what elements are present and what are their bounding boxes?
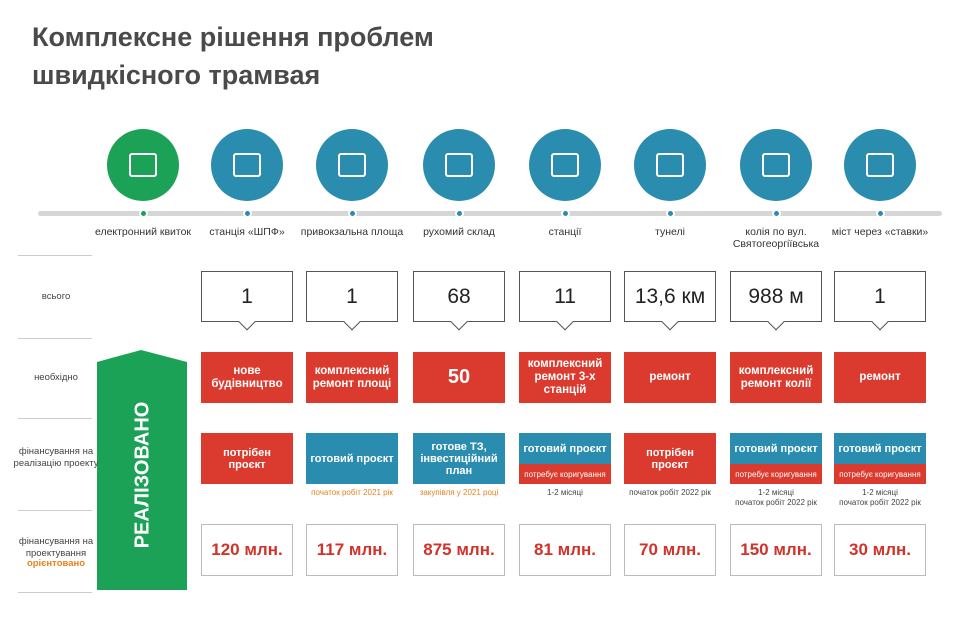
cost-box: 117 млн.	[306, 524, 398, 576]
funding-box: готовий проєкт потребує коригування	[834, 433, 926, 484]
funding-text: готовий проєкт	[734, 442, 818, 455]
timeline-dot	[455, 209, 464, 218]
cost-box: 30 млн.	[834, 524, 926, 576]
cost-box: 120 млн.	[201, 524, 293, 576]
row-label: фінансування на проектування	[18, 536, 94, 559]
separator	[18, 510, 92, 511]
icon-glyph	[129, 153, 157, 177]
timeline-dot	[243, 209, 252, 218]
need-box: нове будівництво	[201, 352, 293, 403]
row-label: необхідно	[34, 372, 78, 383]
funding-text: готовий проєкт	[838, 442, 922, 455]
timeline	[38, 211, 942, 216]
funding-note: початок робіт 2022 рік	[839, 498, 921, 507]
column-label: електронний квиток	[94, 226, 192, 238]
total-box: 13,6 км	[624, 271, 716, 322]
funding-note: початок робіт 2022 рік	[629, 488, 711, 497]
icon-glyph	[551, 153, 579, 177]
icon	[423, 129, 495, 201]
funding-note: 1-2 місяці	[547, 488, 583, 497]
icon	[211, 129, 283, 201]
need-box: комплексний ремонт 3-х станцій	[519, 352, 611, 403]
cost-box: 81 млн.	[519, 524, 611, 576]
row-note: орієнтовано	[26, 558, 86, 569]
icon-glyph	[762, 153, 790, 177]
icon	[634, 129, 706, 201]
need-box: комплексний ремонт площі	[306, 352, 398, 403]
icon	[740, 129, 812, 201]
timeline-dot	[876, 209, 885, 218]
funding-note: 1-2 місяці	[758, 488, 794, 497]
timeline-dot	[666, 209, 675, 218]
timeline-dot	[139, 209, 148, 218]
column-label: привокзальна площа	[300, 226, 404, 238]
separator	[18, 418, 92, 419]
funding-box: готовий проєкт	[306, 433, 398, 484]
need-box: 50	[413, 352, 505, 403]
funding-note: 1-2 місяці	[862, 488, 898, 497]
column-label: міст через «ставки»	[831, 226, 929, 238]
icon	[529, 129, 601, 201]
icon-glyph	[233, 153, 261, 177]
icon-glyph	[866, 153, 894, 177]
funding-text: потрібен проєкт	[223, 446, 271, 471]
cost-box: 150 млн.	[730, 524, 822, 576]
funding-text: готовий проєкт	[310, 452, 394, 465]
separator	[18, 255, 92, 256]
icon-glyph	[445, 153, 473, 177]
banner: РЕАЛІЗОВАНО	[97, 350, 187, 590]
icon-glyph	[338, 153, 366, 177]
timeline-dot	[772, 209, 781, 218]
timeline-dot	[561, 209, 570, 218]
column-label: станції	[548, 226, 582, 238]
funding-fix: потребує коригування	[730, 464, 822, 484]
total-box: 1	[834, 271, 926, 322]
row-label: фінансування на реалізацію проекту	[13, 446, 99, 469]
funding-box: готове ТЗ, інвестиційний план	[413, 433, 505, 484]
funding-box: потрібен проєкт	[624, 433, 716, 484]
separator	[18, 338, 92, 339]
row-label: всього	[41, 291, 71, 302]
total-box: 1	[201, 271, 293, 322]
icon	[844, 129, 916, 201]
timeline-dot	[348, 209, 357, 218]
total-box: 68	[413, 271, 505, 322]
icon	[316, 129, 388, 201]
icon	[107, 129, 179, 201]
funding-note: початок робіт 2021 рік	[311, 488, 393, 497]
funding-box: потрібен проєкт	[201, 433, 293, 484]
column-label: рухомий склад	[423, 226, 495, 238]
funding-fix: потребує коригування	[519, 464, 611, 484]
column-label: тунелі	[655, 226, 685, 238]
funding-note: закупівля у 2021 році	[419, 488, 499, 497]
funding-text: готовий проєкт	[523, 442, 607, 455]
column-label: станція «ШПФ»	[209, 226, 285, 238]
icon-glyph	[656, 153, 684, 177]
funding-note: початок робіт 2022 рік	[735, 498, 817, 507]
need-box: комплексний ремонт колії	[730, 352, 822, 403]
need-box: ремонт	[834, 352, 926, 403]
total-box: 1	[306, 271, 398, 322]
banner-text: РЕАЛІЗОВАНО	[131, 402, 153, 549]
funding-text: потрібен проєкт	[646, 446, 694, 471]
title: Комплексне рішення проблем швидкісного т…	[32, 22, 434, 90]
funding-box: готовий проєкт потребує коригування	[519, 433, 611, 484]
cost-box: 70 млн.	[624, 524, 716, 576]
need-box: ремонт	[624, 352, 716, 403]
funding-fix: потребує коригування	[834, 464, 926, 484]
funding-text: готове ТЗ, інвестиційний план	[420, 440, 498, 477]
column-label: колія по вул. Святогеоргіївська	[732, 226, 820, 250]
cost-box: 875 млн.	[413, 524, 505, 576]
separator	[18, 592, 92, 593]
funding-box: готовий проєкт потребує коригування	[730, 433, 822, 484]
